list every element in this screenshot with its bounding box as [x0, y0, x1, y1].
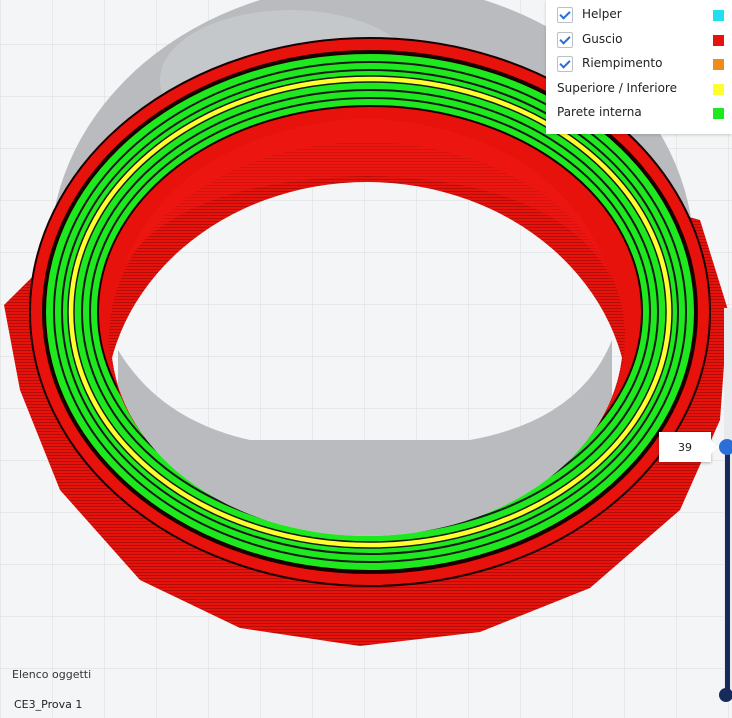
legend-color-swatch [713, 83, 724, 95]
layer-slider-bottom-handle[interactable] [719, 688, 732, 702]
project-name: CE3_Prova 1 [14, 698, 83, 711]
legend-label: Helper [582, 7, 622, 21]
legend-label: Superiore / Inferiore [557, 80, 677, 95]
legend-checkbox[interactable] [557, 7, 573, 23]
legend-color-swatch [713, 108, 724, 119]
legend-label: Parete interna [557, 105, 642, 119]
legend-row: Superiore / Inferiore [546, 79, 732, 103]
legend-row[interactable]: Guscio [546, 30, 732, 54]
inner-wall-shading [124, 118, 612, 280]
current-layer-input[interactable]: 39 [659, 432, 718, 462]
legend-label: Guscio [582, 31, 623, 46]
legend-row: Parete interna [546, 103, 732, 127]
legend-checkbox[interactable] [557, 56, 573, 72]
layer-slider-range [725, 448, 730, 696]
legend-row[interactable]: Helper [546, 5, 732, 29]
legend-color-swatch [713, 34, 724, 46]
legend-checkbox[interactable] [557, 31, 573, 48]
legend-label: Riempimento [582, 56, 663, 70]
layer-slider-top-handle[interactable] [719, 439, 732, 455]
legend-row[interactable]: Riempimento [546, 54, 732, 78]
object-list-label[interactable]: Elenco oggetti [12, 668, 92, 681]
legend-color-swatch [713, 10, 724, 21]
legend-color-swatch [713, 59, 724, 70]
line-type-legend: Helper Guscio Riempimento Superiore / Infer… [546, 0, 732, 134]
